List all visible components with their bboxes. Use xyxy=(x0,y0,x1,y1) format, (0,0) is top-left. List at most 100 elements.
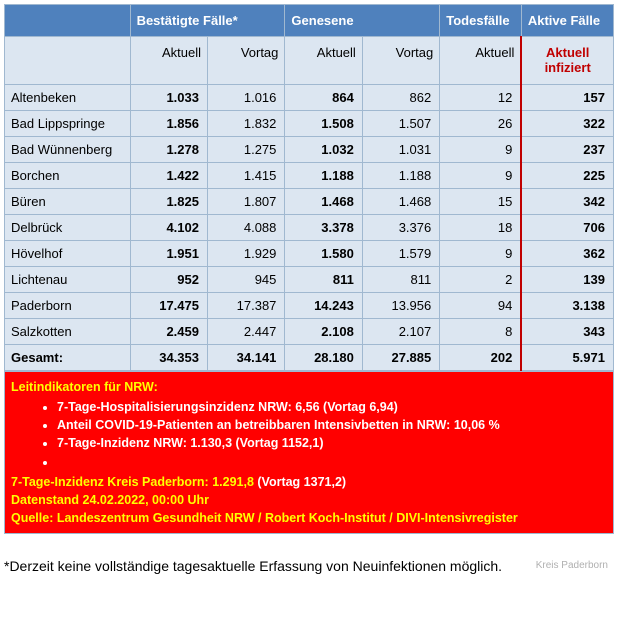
cell: 4.102 xyxy=(130,215,207,241)
info-kreis: 7-Tage-Inzidenz Kreis Paderborn: 1.291,8… xyxy=(11,473,607,491)
cell: 28.180 xyxy=(285,345,362,371)
table-row: Altenbeken1.0331.01686486212157 xyxy=(5,85,614,111)
cell: 862 xyxy=(362,85,439,111)
cell: 27.885 xyxy=(362,345,439,371)
cell: Büren xyxy=(5,189,131,215)
cell: 1.032 xyxy=(285,137,362,163)
cell: 18 xyxy=(440,215,522,241)
cell: Borchen xyxy=(5,163,131,189)
cell: 945 xyxy=(207,267,284,293)
cell: 9 xyxy=(440,241,522,267)
info-box: Leitindikatoren für NRW: 7-Tage-Hospital… xyxy=(4,371,614,534)
cell: 13.956 xyxy=(362,293,439,319)
info-bullet-1: 7-Tage-Hospitalisierungsinzidenz NRW: 6,… xyxy=(57,398,607,416)
cell: Altenbeken xyxy=(5,85,131,111)
cell: 1.508 xyxy=(285,111,362,137)
cell: 8 xyxy=(440,319,522,345)
table-row: Lichtenau9529458118112139 xyxy=(5,267,614,293)
cell: 2.107 xyxy=(362,319,439,345)
cell: 1.422 xyxy=(130,163,207,189)
cell: 1.188 xyxy=(285,163,362,189)
cell: 1.951 xyxy=(130,241,207,267)
cell: 2 xyxy=(440,267,522,293)
table-row: Bad Lippspringe1.8561.8321.5081.50726322 xyxy=(5,111,614,137)
info-date: Datenstand 24.02.2022, 00:00 Uhr xyxy=(11,491,607,509)
table-row: Bad Wünnenberg1.2781.2751.0321.0319237 xyxy=(5,137,614,163)
cell: 1.278 xyxy=(130,137,207,163)
info-source: Quelle: Landeszentrum Gesundheit NRW / R… xyxy=(11,509,607,527)
cell: Delbrück xyxy=(5,215,131,241)
cell: 3.376 xyxy=(362,215,439,241)
info-bullet-2: Anteil COVID-19-Patienten an betreibbare… xyxy=(57,416,607,434)
cell: Bad Wünnenberg xyxy=(5,137,131,163)
cell: 1.415 xyxy=(207,163,284,189)
cell: 1.031 xyxy=(362,137,439,163)
cell: 3.138 xyxy=(521,293,613,319)
cell: 9 xyxy=(440,163,522,189)
cell: Paderborn xyxy=(5,293,131,319)
cell: 237 xyxy=(521,137,613,163)
table-row: Gesamt:34.35334.14128.18027.8852025.971 xyxy=(5,345,614,371)
cell: 1.580 xyxy=(285,241,362,267)
cell: 811 xyxy=(285,267,362,293)
subheader-recovered-prev: Vortag xyxy=(362,37,439,85)
cell: 864 xyxy=(285,85,362,111)
table-row: Paderborn17.47517.38714.24313.956943.138 xyxy=(5,293,614,319)
cell: 4.088 xyxy=(207,215,284,241)
cell: 225 xyxy=(521,163,613,189)
cell: 322 xyxy=(521,111,613,137)
cell: 14.243 xyxy=(285,293,362,319)
subheader-active-infected: Aktuell infiziert xyxy=(521,37,613,85)
cell: 1.016 xyxy=(207,85,284,111)
cell: Salzkotten xyxy=(5,319,131,345)
cell: 1.579 xyxy=(362,241,439,267)
cell: 1.856 xyxy=(130,111,207,137)
cell: 1.832 xyxy=(207,111,284,137)
cell: Gesamt: xyxy=(5,345,131,371)
cell: 811 xyxy=(362,267,439,293)
cell: 9 xyxy=(440,137,522,163)
table-row: Delbrück4.1024.0883.3783.37618706 xyxy=(5,215,614,241)
subheader-recovered-current: Aktuell xyxy=(285,37,362,85)
header-deaths: Todesfälle xyxy=(440,5,522,37)
cell: 706 xyxy=(521,215,613,241)
cell: 1.188 xyxy=(362,163,439,189)
subheader-deaths-current: Aktuell xyxy=(440,37,522,85)
cell: 1.929 xyxy=(207,241,284,267)
cell: 94 xyxy=(440,293,522,319)
cell: 2.459 xyxy=(130,319,207,345)
cell: 15 xyxy=(440,189,522,215)
info-bullet-3: 7-Tage-Inzidenz NRW: 1.130,3 (Vortag 115… xyxy=(57,434,607,452)
cell: 1.468 xyxy=(285,189,362,215)
header-recovered: Genesene xyxy=(285,5,440,37)
subheader-blank xyxy=(5,37,131,85)
covid-table: Bestätigte Fälle* Genesene Todesfälle Ak… xyxy=(4,4,614,371)
header-confirmed: Bestätigte Fälle* xyxy=(130,5,285,37)
cell: 202 xyxy=(440,345,522,371)
cell: 952 xyxy=(130,267,207,293)
cell: 139 xyxy=(521,267,613,293)
cell: 342 xyxy=(521,189,613,215)
cell: Bad Lippspringe xyxy=(5,111,131,137)
cell: 2.447 xyxy=(207,319,284,345)
info-bullet-4 xyxy=(57,453,607,471)
table-body: Altenbeken1.0331.01686486212157Bad Lipps… xyxy=(5,85,614,371)
cell: 1.807 xyxy=(207,189,284,215)
cell: 17.387 xyxy=(207,293,284,319)
cell: 34.353 xyxy=(130,345,207,371)
cell: 12 xyxy=(440,85,522,111)
cell: Lichtenau xyxy=(5,267,131,293)
cell: 2.108 xyxy=(285,319,362,345)
cell: 1.468 xyxy=(362,189,439,215)
cell: 157 xyxy=(521,85,613,111)
cell: 17.475 xyxy=(130,293,207,319)
cell: Hövelhof xyxy=(5,241,131,267)
table-row: Büren1.8251.8071.4681.46815342 xyxy=(5,189,614,215)
table-row: Hövelhof1.9511.9291.5801.5799362 xyxy=(5,241,614,267)
header-active: Aktive Fälle xyxy=(521,5,613,37)
cell: 1.507 xyxy=(362,111,439,137)
info-title: Leitindikatoren für NRW: xyxy=(11,378,607,396)
subheader-confirmed-prev: Vortag xyxy=(207,37,284,85)
cell: 1.275 xyxy=(207,137,284,163)
cell: 3.378 xyxy=(285,215,362,241)
